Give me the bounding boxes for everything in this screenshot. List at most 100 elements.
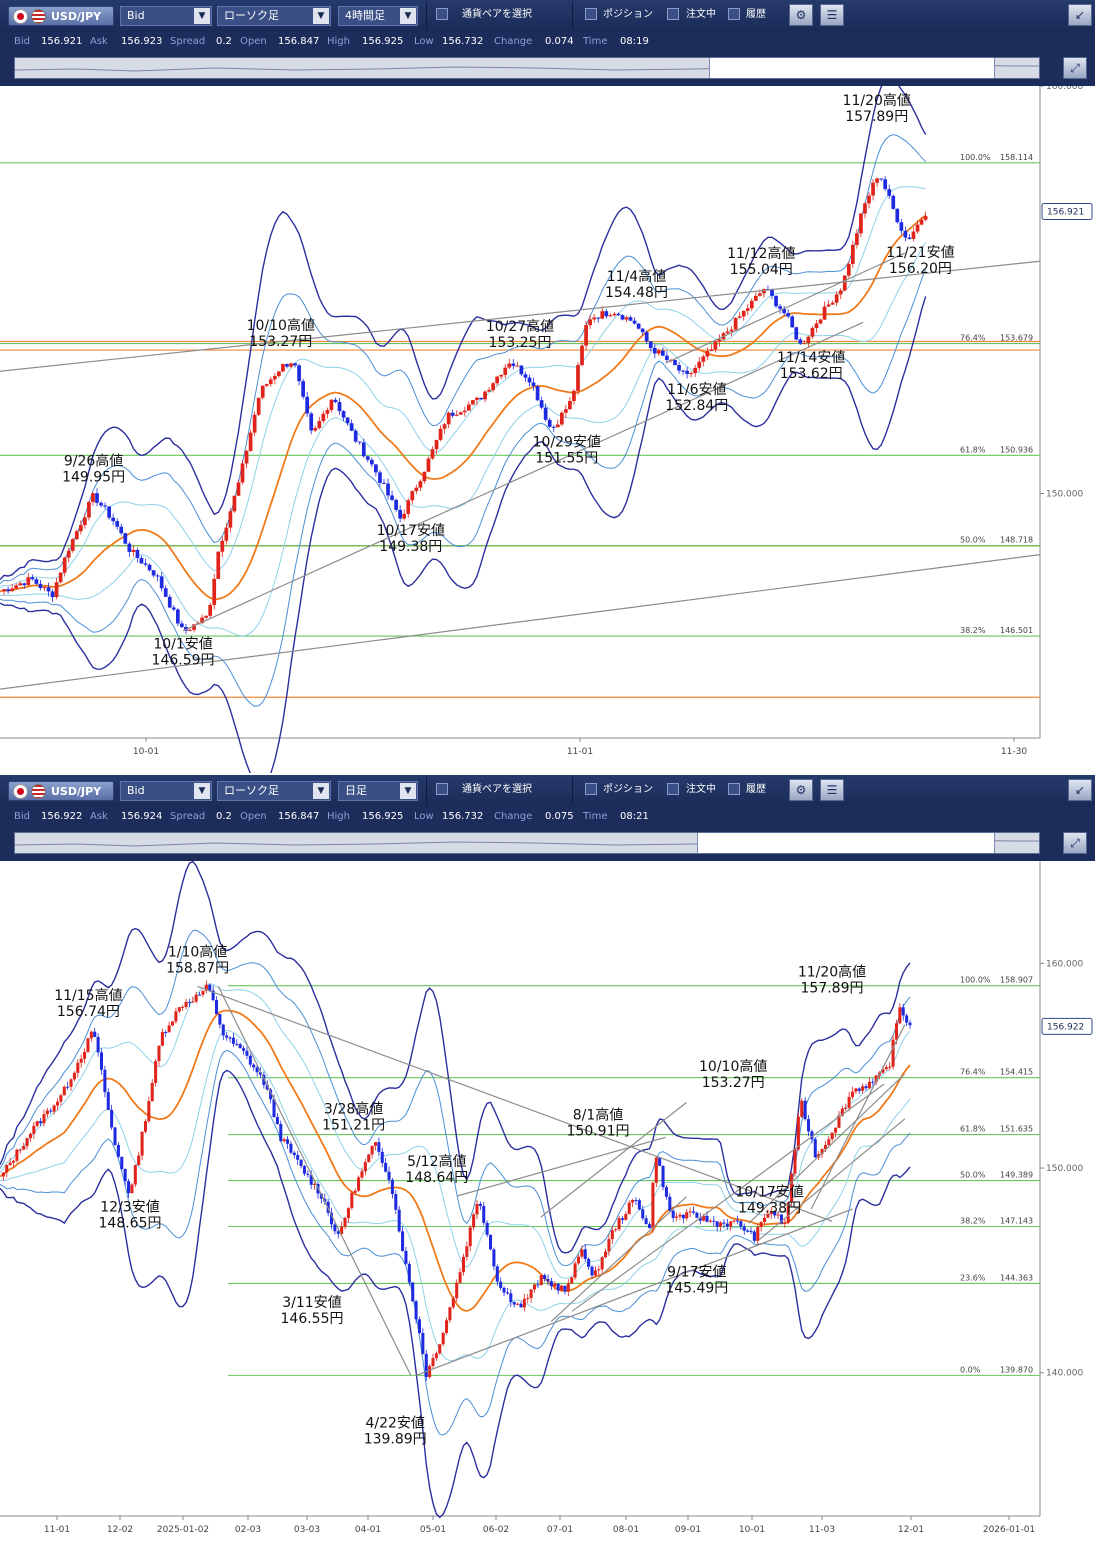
candle-body <box>600 311 605 319</box>
x-tick-label: 11-30 <box>1001 747 1027 757</box>
candle-body <box>87 501 91 518</box>
candle-body <box>563 1285 567 1292</box>
expand-icon[interactable]: ⤢ <box>1063 57 1087 79</box>
annotation-price: 158.87円 <box>166 960 229 976</box>
candle-body <box>531 382 536 387</box>
candle-body <box>212 578 217 605</box>
annotation-date: 9/26高値 <box>64 453 123 470</box>
select-pair-checkbox[interactable] <box>436 8 448 20</box>
candlestick-chart-4h[interactable]: 160.000 150.000 10-01 11-01 11-30 100.0% 158.1… <box>0 86 1095 776</box>
candle-body <box>181 1007 185 1009</box>
candle-body <box>382 482 386 484</box>
orders-checkbox[interactable] <box>667 8 679 20</box>
candle-body <box>224 527 229 541</box>
chart-type-select[interactable]: ローソク足 ▼ <box>217 6 331 26</box>
candle-body <box>778 306 782 309</box>
currency-pair-label: USD/JPY <box>51 785 102 798</box>
history-checkbox[interactable] <box>728 783 740 795</box>
navigator-scrollbar[interactable] <box>14 832 1040 854</box>
fib-pct-label: 23.6% <box>960 1273 986 1282</box>
position-label: ポジション <box>603 784 653 795</box>
candle-body <box>883 179 888 190</box>
collapse-arrow-icon[interactable]: ↙ <box>1068 779 1092 801</box>
candle-body <box>438 1344 442 1354</box>
candle-body <box>194 994 198 1002</box>
candle-body <box>794 327 799 340</box>
candle-body <box>850 1091 855 1097</box>
indicator-list-icon[interactable]: ☰ <box>820 779 844 801</box>
candle-body <box>673 360 677 366</box>
annotation-date: 11/21安値 <box>886 245 954 261</box>
candle-body <box>612 313 617 316</box>
candle-body <box>448 1307 452 1321</box>
candle-body <box>624 1214 628 1220</box>
candle-body <box>641 1209 645 1219</box>
candle-body <box>111 517 116 522</box>
candle-body <box>556 1283 560 1291</box>
candle-body <box>769 1211 773 1214</box>
currency-pair-button[interactable]: USD/JPY <box>8 781 114 801</box>
timeframe-select[interactable]: 4時間足 ▼ <box>338 6 418 26</box>
position-checkbox[interactable] <box>585 783 597 795</box>
currency-pair-button[interactable]: USD/JPY <box>8 6 114 26</box>
candle-body <box>685 370 689 374</box>
candle-body <box>627 1202 631 1215</box>
fib-pct-label: 76.4% <box>960 1068 986 1077</box>
time-label: Time <box>583 811 608 822</box>
orders-checkbox[interactable] <box>667 783 679 795</box>
candle-body <box>365 456 370 460</box>
chart-settings-icon[interactable]: ⚙ <box>789 4 813 26</box>
candle-body <box>390 1179 394 1195</box>
price-type-value: Bid <box>127 9 145 22</box>
annotation-date: 10/10高値 <box>699 1058 767 1075</box>
indicator-list-icon[interactable]: ☰ <box>820 4 844 26</box>
candle-body <box>139 557 144 564</box>
candle-body <box>72 1072 76 1080</box>
candle-body <box>584 325 588 346</box>
candle-body <box>610 1230 614 1240</box>
history-checkbox[interactable] <box>728 8 740 20</box>
candle-body <box>458 412 463 415</box>
candle-body <box>119 526 124 534</box>
us-flag-icon <box>31 9 46 24</box>
candlestick-chart-daily[interactable]: 160.000 150.000 140.000 11-01 12-02 2025-01-0… <box>0 861 1095 1558</box>
annotation-price: 156.74円 <box>57 1004 120 1020</box>
candle-body <box>637 1200 641 1210</box>
timeframe-value: 日足 <box>345 784 367 797</box>
trendline <box>758 1118 906 1241</box>
candle-body <box>296 1155 300 1160</box>
spread-value: 0.2 <box>216 811 232 822</box>
navigator-window-handle[interactable] <box>709 58 995 78</box>
chart-type-value: ローソク足 <box>224 9 279 22</box>
position-checkbox[interactable] <box>585 8 597 20</box>
chart-settings-icon[interactable]: ⚙ <box>789 779 813 801</box>
select-pair-checkbox[interactable] <box>436 783 448 795</box>
candle-body <box>441 1332 445 1345</box>
price-type-select[interactable]: Bid ▼ <box>120 6 212 26</box>
ask-label: Ask <box>90 811 108 822</box>
candle-body <box>50 591 55 598</box>
candle-body <box>559 412 564 425</box>
trendline <box>571 1083 885 1312</box>
collapse-arrow-icon[interactable]: ↙ <box>1068 4 1092 26</box>
candle-body <box>1 1172 5 1177</box>
navigator-scrollbar[interactable] <box>14 57 1040 79</box>
timeframe-select[interactable]: 日足 ▼ <box>338 781 418 801</box>
candle-body <box>277 371 281 377</box>
expand-icon[interactable]: ⤢ <box>1063 832 1087 854</box>
navigator-window-handle[interactable] <box>697 833 995 853</box>
change-value: 0.075 <box>545 811 574 822</box>
trendline <box>0 260 1041 372</box>
candle-body <box>191 1001 195 1003</box>
candle-body <box>705 351 710 357</box>
candle-body <box>587 1258 591 1267</box>
candle-body <box>709 349 714 352</box>
candle-body <box>762 289 766 294</box>
candle-body <box>330 1212 334 1225</box>
price-type-select[interactable]: Bid ▼ <box>120 781 212 801</box>
candle-body <box>211 990 215 1001</box>
candle-body <box>661 1165 665 1188</box>
candle-body <box>691 1211 696 1213</box>
candle-body <box>434 1353 438 1359</box>
chart-type-select[interactable]: ローソク足 ▼ <box>217 781 331 801</box>
